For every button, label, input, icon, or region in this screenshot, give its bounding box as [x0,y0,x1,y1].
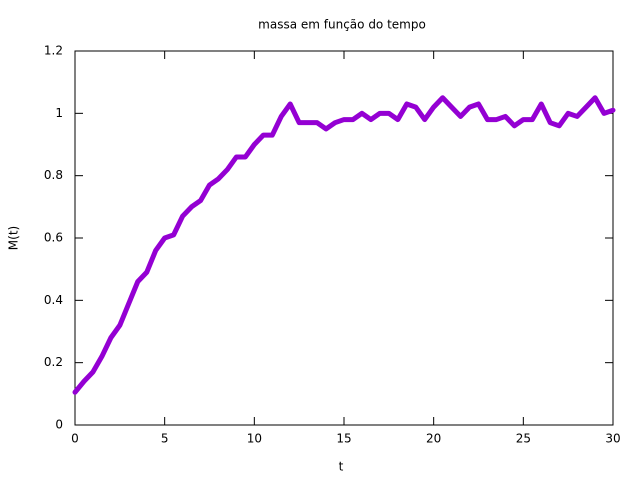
y-tick-label: 1 [55,106,63,120]
y-tick-label: 0.8 [44,168,63,182]
x-tick-label: 10 [247,432,262,446]
x-tick-label: 25 [516,432,531,446]
y-tick-label: 0.4 [44,293,63,307]
y-tick-label: 0.2 [44,355,63,369]
y-tick-label: 0 [55,418,63,432]
data-line [72,95,616,395]
x-axis-label: t [339,460,344,474]
x-tick-label: 0 [71,432,79,446]
y-axis-label: M(t) [7,226,21,250]
x-tick-label: 30 [605,432,620,446]
x-tick-label: 5 [161,432,169,446]
y-tick-label: 1.2 [44,44,63,58]
chart-title: massa em função do tempo [258,18,426,32]
x-tick-label: 15 [336,432,351,446]
y-tick-label: 0.6 [44,231,63,245]
x-tick-label: 20 [426,432,441,446]
